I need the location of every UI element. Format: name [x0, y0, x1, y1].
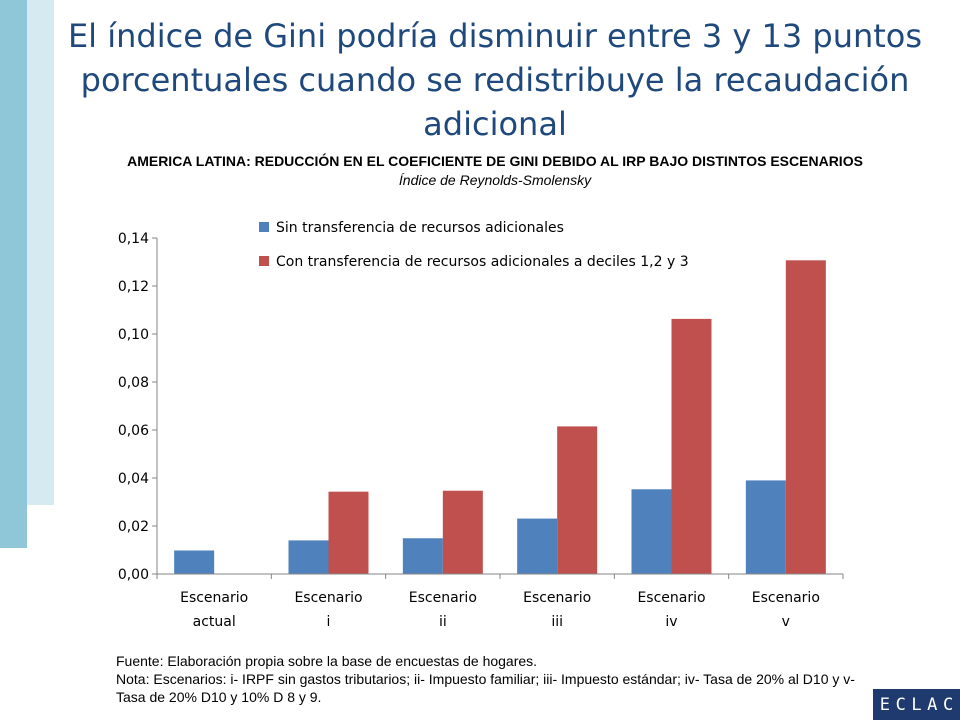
decorative-band-dark [0, 0, 27, 548]
bar-sin-transferencia [631, 489, 672, 574]
eclac-logo: E C L A C [873, 689, 960, 720]
chart-notes: Fuente: Elaboración propia sobre la base… [116, 652, 856, 706]
x-category-label: iv [665, 614, 677, 630]
logo-letter: L [911, 694, 922, 715]
y-tick-label: 0,14 [118, 231, 149, 247]
bar-con-transferencia [442, 490, 483, 574]
logo-letter: C [895, 694, 906, 715]
bar-con-transferencia [328, 491, 369, 574]
y-tick-label: 0,00 [118, 567, 149, 583]
x-category-label: v [782, 614, 790, 630]
bar-con-transferencia [785, 260, 826, 574]
y-tick-label: 0,06 [118, 423, 149, 439]
chart-title: AMERICA LATINA: REDUCCIÓN EN EL COEFICIE… [127, 153, 863, 169]
x-category-label: actual [193, 614, 236, 630]
y-tick-label: 0,02 [118, 519, 149, 535]
source-note: Fuente: Elaboración propia sobre la base… [116, 653, 538, 669]
y-tick-label: 0,08 [118, 375, 149, 391]
scenario-note: Nota: Escenarios: i- IRPF sin gastos tri… [116, 671, 855, 705]
legend-label: Con transferencia de recursos adicionale… [276, 254, 689, 270]
y-tick-label: 0,10 [118, 327, 149, 343]
legend-swatch [259, 222, 269, 232]
bar-sin-transferencia [288, 540, 329, 574]
x-category-label: Escenario [294, 590, 362, 606]
logo-letter: A [927, 694, 938, 715]
x-category-label: Escenario [523, 590, 591, 606]
slide-title: El índice de Gini podría disminuir entre… [67, 17, 923, 143]
chart-subtitle: Índice de Reynolds-Smolensky [398, 172, 592, 188]
bar-sin-transferencia [517, 518, 558, 574]
x-category-label: Escenario [180, 590, 248, 606]
bar-sin-transferencia [745, 480, 786, 574]
bar-chart: 0,00 0,02 0,04 0,06 0,08 0,10 0,12 0,14 Escenar… [118, 220, 844, 630]
bar-sin-transferencia [174, 550, 215, 574]
bar-con-transferencia [671, 318, 712, 574]
logo-letter: C [942, 694, 954, 715]
logo-letter: E [879, 694, 891, 715]
x-category-label: i [327, 614, 331, 630]
x-category-label: Escenario [409, 590, 477, 606]
chart-area: 0,00 0,02 0,04 0,06 0,08 0,10 0,12 0,14 Escenar… [87, 200, 864, 648]
bar-sin-transferencia [402, 538, 443, 574]
x-category-label: Escenario [752, 590, 820, 606]
x-category-label: iii [551, 614, 563, 630]
legend-label: Sin transferencia de recursos adicionale… [276, 220, 564, 236]
x-category-label: ii [439, 614, 447, 630]
y-tick-label: 0,12 [118, 279, 149, 295]
y-tick-label: 0,04 [118, 471, 149, 487]
x-category-label: Escenario [637, 590, 705, 606]
legend-swatch [259, 256, 269, 266]
bar-con-transferencia [557, 426, 598, 574]
